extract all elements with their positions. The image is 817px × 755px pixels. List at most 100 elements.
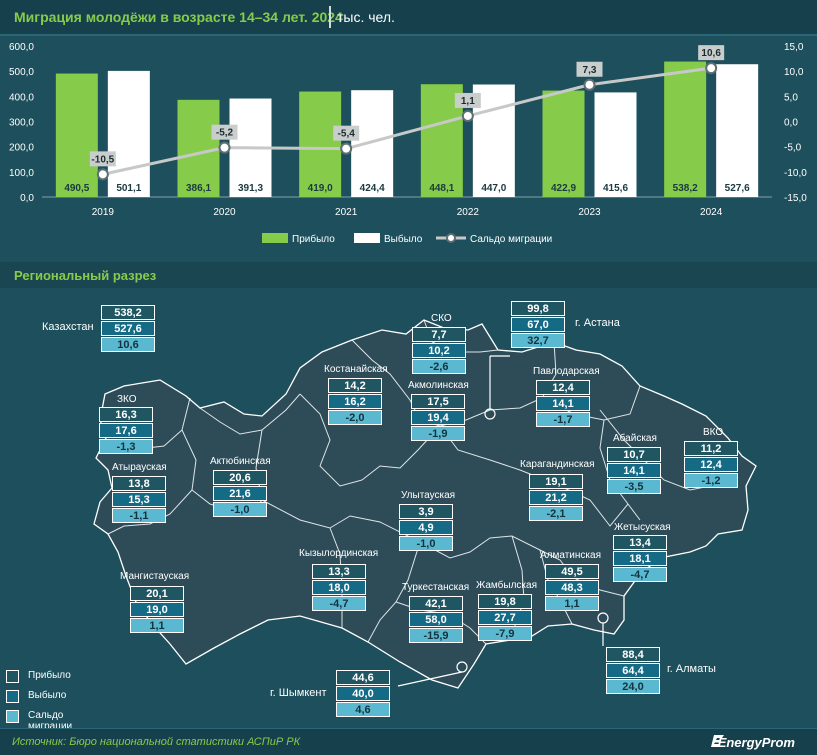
region-out: 527,6 bbox=[101, 321, 155, 336]
region-net: -1,0 bbox=[213, 502, 267, 517]
region-out: 18,1 bbox=[613, 551, 667, 566]
region-name-kyzylorda: Кызылординская bbox=[299, 548, 379, 559]
brand-name: EnergyProm bbox=[717, 735, 795, 750]
region-out: 40,0 bbox=[336, 686, 390, 701]
bar-arrived bbox=[299, 91, 342, 197]
astana-marker bbox=[484, 408, 496, 420]
region-box-ulytau: 3,9 4,9 -1,0 bbox=[399, 504, 453, 552]
region-name-turkestan: Туркестанская bbox=[402, 582, 470, 593]
net-migration-label: -5,2 bbox=[216, 128, 234, 139]
region-name-zhetysu: Жетысуская bbox=[614, 522, 671, 533]
net-migration-label-bg bbox=[333, 125, 360, 141]
region-in: 42,1 bbox=[409, 596, 463, 611]
bar-departed-label: 424,4 bbox=[360, 183, 385, 194]
region-net: -1,1 bbox=[112, 508, 166, 523]
y-left-tick-label: 400,0 bbox=[9, 92, 34, 103]
net-migration-label: 1,1 bbox=[461, 96, 475, 107]
region-net: 4,6 bbox=[336, 702, 390, 717]
region-box-kazakhstan: 538,2 527,6 10,6 bbox=[101, 305, 155, 353]
net-migration-point bbox=[461, 109, 474, 122]
region-name-zhambyl: Жамбылская bbox=[476, 580, 537, 591]
section-title: Региональный разрез bbox=[14, 268, 157, 283]
bar-departed-label: 415,6 bbox=[603, 183, 628, 194]
net-migration-label: -5,4 bbox=[338, 129, 356, 140]
y-right-tick-label: -10,0 bbox=[784, 168, 807, 179]
region-net: 1,1 bbox=[545, 596, 599, 611]
region-out: 10,2 bbox=[412, 343, 466, 358]
region-box-karaganda: 19,1 21,2 -2,1 bbox=[529, 474, 583, 522]
region-in: 13,3 bbox=[312, 564, 366, 579]
region-in: 10,7 bbox=[607, 447, 661, 462]
legend-label: Прибыло bbox=[28, 670, 71, 681]
net-migration-label-bg bbox=[454, 92, 481, 108]
region-net: 1,1 bbox=[130, 618, 184, 633]
region-name-abai: Абайская bbox=[613, 433, 657, 444]
region-in: 99,8 bbox=[511, 301, 565, 316]
energyprom-logo-icon bbox=[711, 735, 724, 747]
region-out: 12,4 bbox=[684, 457, 738, 472]
region-name-sko: СКО bbox=[431, 313, 452, 324]
bar-arrived-label: 490,5 bbox=[64, 183, 89, 194]
region-box-astana: 99,8 67,0 32,7 bbox=[511, 301, 565, 349]
region-box-aktobe: 20,6 21,6 -1,0 bbox=[213, 470, 267, 518]
bar-departed-label: 447,0 bbox=[481, 183, 506, 194]
x-tick-label: 2023 bbox=[578, 207, 601, 218]
city-markers bbox=[397, 355, 609, 687]
net-migration-point bbox=[340, 142, 353, 155]
region-in: 20,6 bbox=[213, 470, 267, 485]
region-out: 48,3 bbox=[545, 580, 599, 595]
y-right-tick-label: -5,0 bbox=[784, 143, 802, 154]
region-name-akmola: Акмолинская bbox=[408, 380, 469, 391]
region-name-almaty-region: Алматинская bbox=[540, 550, 601, 561]
region-net: -4,7 bbox=[613, 567, 667, 582]
region-net: -15,9 bbox=[409, 628, 463, 643]
region-in: 12,4 bbox=[536, 380, 590, 395]
x-tick-label: 2024 bbox=[700, 207, 723, 218]
x-tick-label: 2020 bbox=[213, 207, 236, 218]
y-right-tick-label: -15,0 bbox=[784, 193, 807, 204]
region-name-atyrau: Атырауская bbox=[112, 462, 167, 473]
region-name-almaty-city: г. Алматы bbox=[667, 663, 716, 675]
region-in: 538,2 bbox=[101, 305, 155, 320]
region-net: -2,0 bbox=[328, 410, 382, 425]
region-out: 19,4 bbox=[411, 410, 465, 425]
region-name-karaganda: Карагандинская bbox=[520, 459, 595, 470]
legend-swatch-departed bbox=[354, 233, 380, 243]
bar-arrived bbox=[55, 73, 98, 197]
legend-swatch-arrived bbox=[262, 233, 288, 243]
region-net: -4,7 bbox=[312, 596, 366, 611]
y-left-tick-label: 600,0 bbox=[9, 42, 34, 53]
migration-chart: 0,0 100,0 200,0 300,0 400,0 500,0 600,0 -15,0 -1… bbox=[9, 42, 807, 245]
bar-arrived-label: 538,2 bbox=[673, 183, 698, 194]
section-header: Региональный разрез bbox=[0, 262, 817, 288]
bar-arrived-label: 419,0 bbox=[308, 183, 333, 194]
legend-swatch-net-point bbox=[446, 233, 456, 243]
net-migration-label: -10,5 bbox=[91, 154, 114, 165]
legend-swatch-in bbox=[6, 670, 19, 683]
region-out: 16,2 bbox=[328, 394, 382, 409]
x-tick-label: 2022 bbox=[457, 207, 480, 218]
region-net: -1,9 bbox=[411, 426, 465, 441]
net-migration-point bbox=[96, 168, 109, 181]
region-out: 18,0 bbox=[312, 580, 366, 595]
region-in: 44,6 bbox=[336, 670, 390, 685]
y-right-tick-label: 0,0 bbox=[784, 118, 798, 129]
region-name-vko: ВКО bbox=[703, 427, 724, 438]
region-net: -2,1 bbox=[529, 506, 583, 521]
region-in: 11,2 bbox=[684, 441, 738, 456]
bar-arrived-label: 422,9 bbox=[551, 183, 576, 194]
y-left-tick-label: 500,0 bbox=[9, 67, 34, 78]
source-text: Источник: Бюро национальной статистики А… bbox=[12, 736, 301, 748]
region-in: 16,3 bbox=[99, 407, 153, 422]
bar-arrived bbox=[542, 90, 585, 197]
region-name-pavlodar: Павлодарская bbox=[533, 366, 600, 377]
y-right-tick-label: 10,0 bbox=[784, 67, 804, 78]
legend-label-departed: Выбыло bbox=[384, 233, 423, 245]
region-name-kazakhstan: Казахстан bbox=[42, 321, 94, 333]
region-box-akmola: 17,5 19,4 -1,9 bbox=[411, 394, 465, 442]
legend-label: Сальдо миграции bbox=[28, 710, 73, 732]
bar-departed bbox=[716, 64, 759, 197]
region-net: -1,2 bbox=[684, 473, 738, 488]
title-separator bbox=[329, 6, 331, 28]
legend-label: Выбыло bbox=[28, 690, 67, 701]
